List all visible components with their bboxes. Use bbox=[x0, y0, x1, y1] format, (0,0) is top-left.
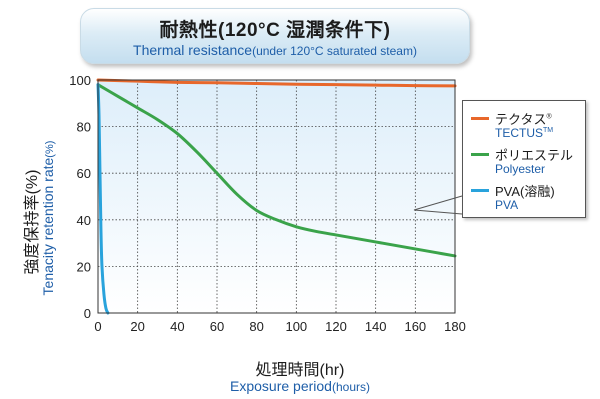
x-tick-label: 40 bbox=[170, 319, 184, 334]
chart-title-en-main: Thermal resistance bbox=[133, 42, 253, 58]
grid-lines bbox=[98, 80, 455, 313]
legend-label-jp: テクタス® bbox=[495, 109, 552, 128]
x-tick-label: 100 bbox=[285, 319, 307, 334]
legend-label-en: PVA bbox=[495, 198, 518, 212]
legend-swatch-pva bbox=[471, 189, 489, 192]
series-line-tectus bbox=[96, 78, 457, 88]
x-axis-label-jp: 処理時間(hr) bbox=[255, 362, 345, 379]
legend-callout-line bbox=[413, 195, 463, 215]
x-axis-label-en: Exposure period(hours) bbox=[150, 378, 450, 394]
y-tick-label: 60 bbox=[77, 166, 91, 181]
series-line-pva bbox=[96, 83, 110, 315]
x-tick-label: 60 bbox=[210, 319, 224, 334]
series-line-polyester bbox=[96, 83, 457, 258]
y-tick-label: 0 bbox=[84, 306, 91, 321]
legend-label-jp: ポリエステル bbox=[495, 145, 573, 164]
x-tick-label: 20 bbox=[130, 319, 144, 334]
legend-text: PVA(溶融) bbox=[495, 184, 555, 199]
x-tick-label: 80 bbox=[249, 319, 263, 334]
legend-label-en: Polyester bbox=[495, 162, 545, 176]
y-tick-label: 40 bbox=[77, 213, 91, 228]
x-axis-label-en-main: Exposure period bbox=[230, 378, 332, 394]
y-tick-label: 100 bbox=[69, 73, 91, 88]
legend-swatch-tectus bbox=[471, 117, 489, 120]
legend-text: TECTUS bbox=[495, 126, 543, 140]
x-tick-label: 180 bbox=[444, 319, 466, 334]
legend-text: Polyester bbox=[495, 162, 546, 176]
y-tick-label: 80 bbox=[77, 120, 91, 135]
legend-label-jp: PVA(溶融) bbox=[495, 181, 555, 200]
legend: テクタス® TECTUSTM ポリエステル Polyester PVA(溶融) … bbox=[462, 100, 586, 218]
x-tick-label: 120 bbox=[325, 319, 347, 334]
x-tick-label: 0 bbox=[94, 319, 101, 334]
x-tick-label: 140 bbox=[365, 319, 387, 334]
x-tick-label: 160 bbox=[404, 319, 426, 334]
x-axis-label-en-sub: (hours) bbox=[331, 380, 370, 394]
registered-mark: ® bbox=[546, 113, 552, 121]
title-box: 耐熱性(120°C 湿潤条件下) Thermal resistance(unde… bbox=[80, 8, 470, 64]
legend-swatch-polyester bbox=[471, 153, 489, 156]
legend-label-en: TECTUSTM bbox=[495, 126, 553, 140]
legend-text: ポリエステル bbox=[495, 148, 574, 163]
y-tick-label: 20 bbox=[77, 259, 91, 274]
chart-title-en-sub: (under 120°C saturated steam) bbox=[252, 44, 417, 58]
plot-frame bbox=[97, 79, 456, 314]
tick-labels: 0 20 40 60 80 100 120 140 160 180 0 20 40 60 80 100 bbox=[69, 73, 466, 334]
legend-text: PVA bbox=[495, 198, 519, 212]
chart-title-jp: 耐熱性(120°C 湿潤条件下) bbox=[159, 20, 391, 41]
series-lines bbox=[96, 78, 457, 315]
trademark-mark: TM bbox=[543, 127, 554, 134]
chart-title-en: Thermal resistance(under 120°C saturated… bbox=[81, 42, 469, 58]
legend-text: テクタス bbox=[495, 112, 547, 127]
